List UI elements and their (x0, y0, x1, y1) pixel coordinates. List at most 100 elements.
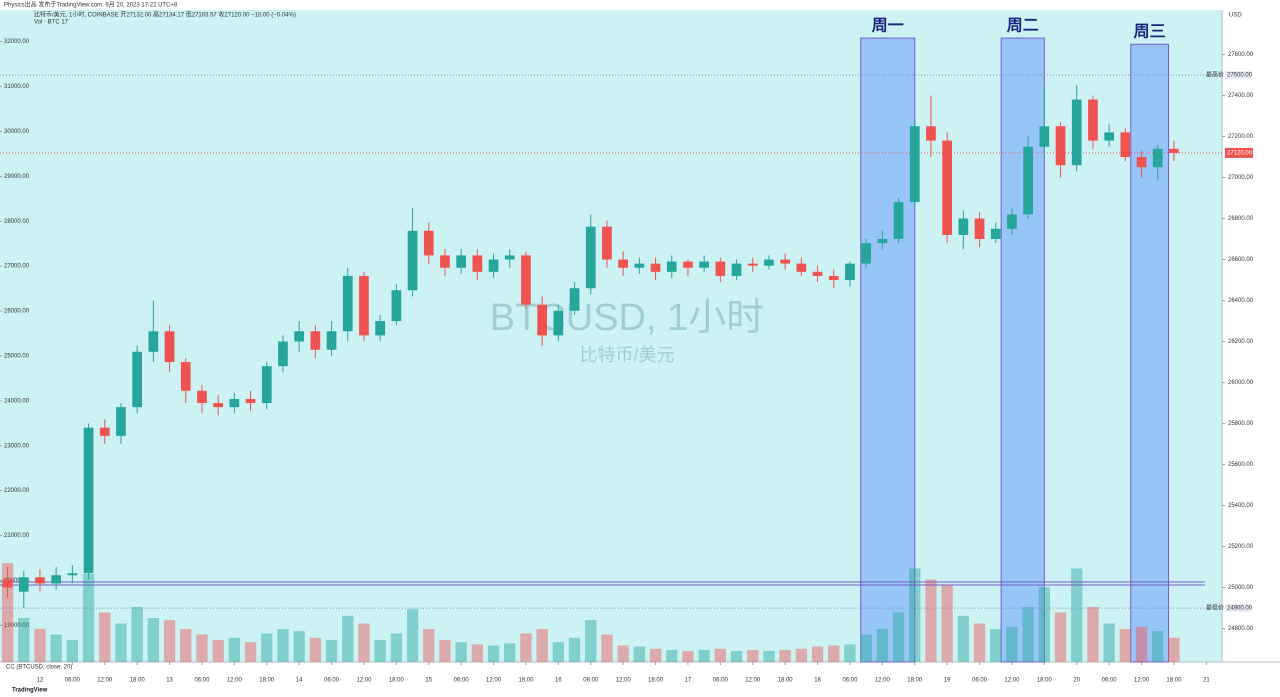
volume-bar (990, 629, 1002, 662)
candle-body (456, 255, 467, 268)
candle-body (261, 366, 272, 404)
highlight-label: 周一 (872, 16, 904, 34)
x-tick-label: 12:00 (486, 678, 502, 684)
candle-body (569, 288, 580, 311)
candle-body (326, 331, 337, 350)
source: Physics出品 发布于TradingView.com, 9月 20, 202… (4, 1, 178, 9)
volume-bar (1103, 623, 1115, 662)
candle-body (845, 263, 855, 281)
y2-tick-label: 29000.00 (4, 174, 30, 180)
y-tick-label: 25600.00 (1228, 462, 1254, 468)
level-tag (1225, 604, 1251, 613)
x-tick-label: 06:00 (65, 678, 81, 684)
volume-bar (82, 574, 95, 662)
candle-body (197, 390, 207, 404)
watermark-sub: 比特币/美元 (579, 345, 674, 365)
x-tick-label: 12:00 (97, 678, 113, 684)
candle-body (67, 573, 78, 576)
x-tick-label: 06:00 (713, 678, 729, 684)
candle-body (909, 126, 920, 203)
candle-body (1023, 146, 1034, 215)
x-tick-label: 06:00 (972, 678, 988, 684)
x-tick-label: 16 (555, 678, 562, 684)
volume-bar (18, 618, 30, 662)
x-tick-label: 18:00 (389, 678, 405, 684)
x-tick-label: 12:00 (616, 678, 632, 684)
volume-bar (358, 623, 370, 662)
volume-bar (811, 646, 824, 662)
volume-bar (131, 607, 143, 662)
volume-bar (1119, 629, 1132, 662)
volume-bar (261, 633, 273, 662)
volume-bar (601, 634, 613, 662)
volume-bar (909, 568, 921, 662)
last-price-label: 27120.00 (1227, 150, 1253, 156)
volume-bar (730, 651, 743, 662)
candle-body (213, 403, 224, 408)
y2-tick-label: 22000.00 (4, 488, 30, 494)
volume-bar (568, 637, 581, 662)
volume-bar (163, 620, 176, 662)
y2-tick-label: 19000.00 (4, 623, 30, 629)
volume-bar (228, 637, 241, 662)
candle-body (537, 304, 548, 336)
candle-body (1136, 157, 1147, 168)
volume-bar (1006, 626, 1018, 662)
candle-body (1104, 132, 1115, 141)
candle-body (699, 261, 710, 268)
candle-body (99, 427, 110, 436)
candle-body (796, 263, 807, 272)
candle-body (1169, 148, 1179, 153)
candle-body (861, 243, 872, 264)
volume-bar (99, 612, 111, 662)
candle-body (1007, 214, 1017, 229)
y2-tick-label: 24000.00 (4, 398, 30, 404)
x-tick-label: 18:00 (1166, 678, 1182, 684)
volume-bar (406, 609, 419, 662)
candle-body (521, 255, 531, 305)
y-tick-label: 26800.00 (1228, 216, 1254, 222)
highlight-box (1130, 43, 1170, 663)
volume-bar (423, 629, 435, 662)
candle-body (1039, 126, 1050, 147)
candle-body (407, 230, 418, 291)
candle-body (618, 259, 629, 268)
candle-body (375, 321, 386, 336)
y2-tick-label: 27000.00 (4, 264, 30, 270)
last-price-tag (1225, 147, 1253, 158)
x-tick-label: 18:00 (518, 678, 534, 684)
level-label: 最低价 (1206, 604, 1224, 612)
candle-body (359, 275, 369, 336)
x-tick-label: 17 (685, 678, 692, 684)
x-tick-label: 20 (1073, 678, 1080, 684)
y2-tick-label: 26000.00 (4, 309, 30, 315)
candle-body (310, 331, 321, 350)
x-tick-label: 21 (1203, 678, 1210, 684)
volume-bar (147, 618, 160, 662)
x-tick-label: 06:00 (583, 678, 599, 684)
volume-bar (520, 633, 532, 662)
candle-body (990, 228, 1001, 240)
x-tick-label: 18:00 (778, 678, 794, 684)
volume-bar (1054, 612, 1067, 662)
volume-bar (325, 640, 338, 662)
x-tick-label: 12:00 (745, 678, 761, 684)
volume-bar (1071, 568, 1083, 662)
x-tick-label: 12:00 (227, 678, 243, 684)
y2-tick-label: 25000.00 (4, 354, 30, 360)
volume-bar (795, 648, 808, 662)
volume-bar (504, 643, 516, 662)
x-tick-label: 19 (944, 678, 951, 684)
volume-bar (244, 642, 257, 662)
volume-bar (925, 579, 937, 662)
y-tick-label: 25200.00 (1228, 544, 1254, 550)
candle-body (2, 579, 13, 588)
candle-body (229, 398, 240, 408)
candle-body (423, 230, 434, 256)
volume-bar (1, 563, 14, 662)
volume-bar (277, 629, 289, 662)
x-tick-label: 18:00 (907, 678, 923, 684)
